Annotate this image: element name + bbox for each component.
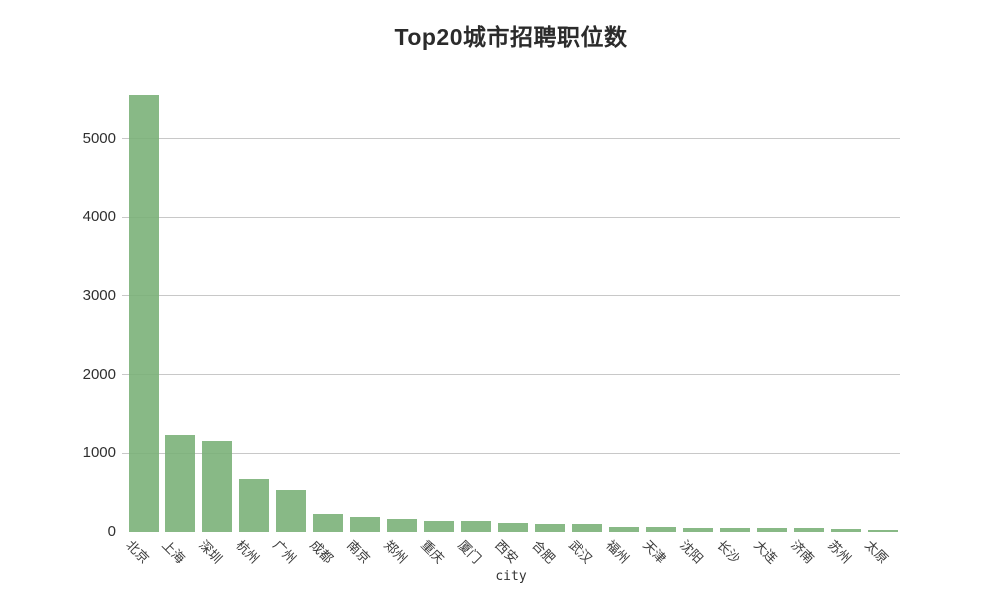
bar-杭州 xyxy=(239,479,270,532)
x-axis-title: city xyxy=(495,569,527,584)
x-tick-label-郑州: 郑州 xyxy=(381,537,411,567)
bar-福州 xyxy=(608,527,639,532)
y-tick-label-4000: 4000 xyxy=(82,208,116,226)
bar-大连 xyxy=(756,528,787,532)
bar-上海 xyxy=(165,435,196,532)
bar-长沙 xyxy=(719,528,750,532)
bar-合肥 xyxy=(534,523,565,532)
x-tick-label-大连: 大连 xyxy=(750,537,780,567)
x-tick-label-杭州: 杭州 xyxy=(233,537,263,567)
bar-南京 xyxy=(350,517,381,532)
x-tick-label-厦门: 厦门 xyxy=(455,537,485,567)
x-tick-label-苏州: 苏州 xyxy=(824,537,854,567)
x-tick-label-深圳: 深圳 xyxy=(196,537,226,567)
bar-北京 xyxy=(128,95,159,532)
bar-苏州 xyxy=(830,528,861,532)
y-tick-label-5000: 5000 xyxy=(82,129,116,147)
x-tick-label-武汉: 武汉 xyxy=(565,537,595,567)
x-tick-label-西安: 西安 xyxy=(492,537,522,567)
x-tick-label-天津: 天津 xyxy=(639,537,669,567)
x-tick-label-北京: 北京 xyxy=(122,537,152,567)
x-tick-label-重庆: 重庆 xyxy=(418,537,448,567)
x-tick-label-长沙: 长沙 xyxy=(713,537,743,567)
bar-深圳 xyxy=(202,441,233,532)
bar-成都 xyxy=(313,513,344,532)
bar-太原 xyxy=(867,529,898,532)
x-tick-label-太原: 太原 xyxy=(861,537,891,567)
bar-西安 xyxy=(498,523,528,532)
bar-厦门 xyxy=(461,521,492,532)
x-tick-label-合肥: 合肥 xyxy=(529,537,559,567)
bar-重庆 xyxy=(424,520,455,532)
gridline-y-5000 xyxy=(122,138,900,139)
bar-济南 xyxy=(793,528,824,532)
x-tick-label-成都: 成都 xyxy=(307,537,337,567)
x-tick-label-南京: 南京 xyxy=(344,537,374,567)
x-tick-label-沈阳: 沈阳 xyxy=(676,537,706,567)
x-tick-label-济南: 济南 xyxy=(787,537,817,567)
gridline-y-2000 xyxy=(122,374,900,376)
bar-沈阳 xyxy=(682,527,713,532)
x-tick-label-上海: 上海 xyxy=(159,537,189,567)
chart-title: Top20城市招聘职位数 xyxy=(394,24,628,50)
x-tick-label-广州: 广州 xyxy=(270,537,300,567)
x-tick-label-福州: 福州 xyxy=(602,537,632,567)
bar-武汉 xyxy=(571,524,602,532)
y-tick-label-1000: 1000 xyxy=(82,444,116,462)
bar-广州 xyxy=(276,490,307,532)
gridline-y-1000 xyxy=(122,452,900,454)
bar-郑州 xyxy=(387,519,418,532)
y-tick-label-2000: 2000 xyxy=(82,365,116,383)
y-tick-label-3000: 3000 xyxy=(82,286,116,304)
gridline-y-4000 xyxy=(122,216,900,218)
bar-天津 xyxy=(645,527,676,532)
gridline-y-3000 xyxy=(122,295,900,297)
y-tick-label-0: 0 xyxy=(107,523,116,540)
